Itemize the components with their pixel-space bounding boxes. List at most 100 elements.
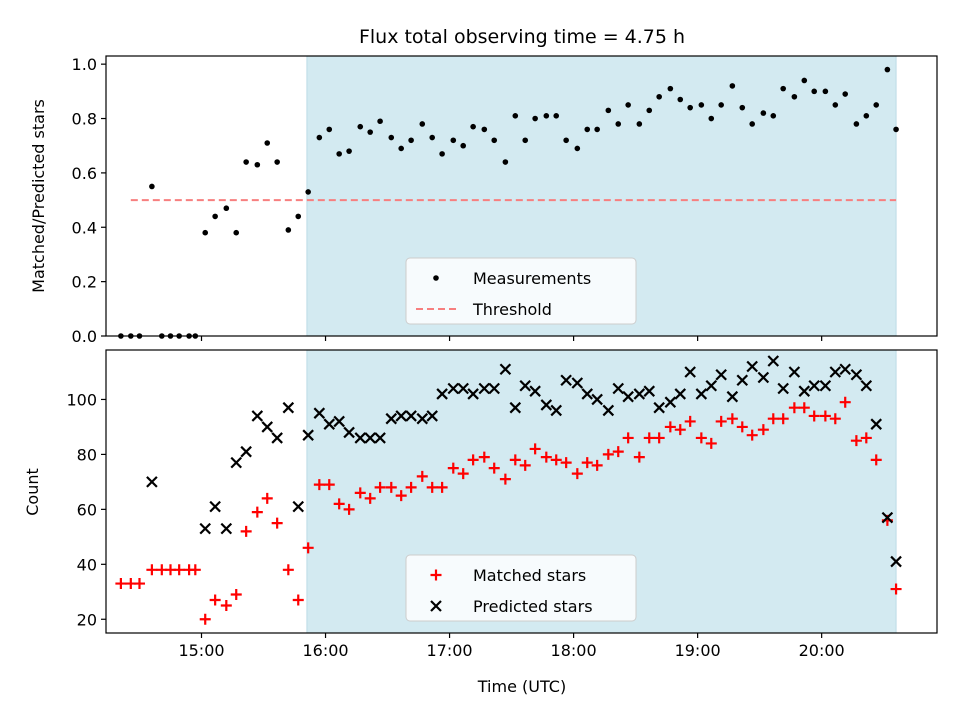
- bottom-matched-stars-point: [173, 564, 185, 576]
- bottom-predicted-stars-point: [633, 388, 646, 400]
- top-measurements-point: [532, 115, 538, 122]
- top-measurements-point: [522, 137, 529, 144]
- bottom-matched-stars-point: [199, 613, 211, 625]
- top-measurements-point: [687, 104, 693, 111]
- top-measurements-point: [842, 91, 849, 97]
- bottom-matched-stars-point: [560, 457, 572, 469]
- bottom-matched-stars-point: [447, 462, 459, 474]
- bottom-matched-stars-point: [488, 462, 500, 474]
- top-measurements-point: [512, 113, 519, 119]
- bottom-predicted-stars-point: [374, 432, 386, 444]
- bottom-predicted-stars-point: [860, 379, 873, 392]
- top-measurements-point: [791, 93, 798, 100]
- top-y-tick-label: 0.8: [72, 110, 97, 129]
- bottom-matched-stars-point: [664, 421, 676, 433]
- top-measurements-point: [295, 213, 302, 220]
- bottom-matched-stars-point: [777, 413, 789, 425]
- bottom-predicted-stars-point: [467, 388, 479, 400]
- bottom-matched-stars-point: [333, 498, 345, 510]
- bottom-predicted-stars-point: [746, 360, 758, 373]
- bottom-matched-stars-point: [302, 542, 314, 554]
- bottom-predicted-stars-point: [736, 374, 749, 387]
- top-measurements-point: [285, 227, 292, 233]
- top-measurements-point: [149, 183, 155, 190]
- top-measurements-point: [398, 145, 404, 152]
- top-measurements-point: [729, 83, 736, 89]
- bottom-matched-stars-point: [292, 594, 304, 606]
- bottom-predicted-stars-point: [436, 388, 448, 400]
- bottom-legend-matched-stars-marker: [430, 569, 442, 581]
- top-measurements-point: [202, 229, 209, 236]
- bottom-matched-stars-point: [282, 564, 294, 576]
- bottom-predicted-stars-point: [333, 415, 345, 428]
- bottom-matched-stars-point: [354, 487, 366, 499]
- bottom-predicted-stars-point: [395, 410, 407, 422]
- bottom-predicted-stars-point: [323, 418, 336, 430]
- bottom-matched-stars-point: [550, 454, 562, 466]
- bottom-matched-stars-point: [540, 451, 552, 463]
- bottom-predicted-stars-point: [302, 429, 314, 441]
- top-y-tick-label: 0.0: [72, 327, 97, 346]
- bottom-predicted-stars-point: [509, 401, 522, 414]
- bottom-predicted-stars-point: [426, 410, 438, 422]
- bottom-matched-stars-point: [653, 432, 665, 444]
- bottom-predicted-stars-point: [199, 522, 212, 535]
- top-measurements-point: [801, 77, 808, 84]
- bottom-predicted-stars-point: [684, 366, 696, 378]
- bottom-predicted-stars-point: [240, 445, 252, 458]
- top-measurements-point: [873, 102, 880, 108]
- bottom-predicted-stars-point: [529, 385, 541, 397]
- bottom-matched-stars-point: [808, 410, 820, 422]
- bottom-predicted-stars-point: [798, 385, 811, 397]
- bottom-matched-stars-point: [715, 415, 727, 427]
- bottom-matched-stars-point: [426, 481, 438, 493]
- bottom-matched-stars-point: [374, 481, 386, 493]
- bottom-matched-stars-point: [251, 506, 263, 518]
- bottom-matched-stars-point: [261, 492, 273, 504]
- bottom-matched-stars-point: [643, 432, 655, 444]
- bottom-matched-stars-point: [467, 454, 479, 466]
- bottom-predicted-stars-point: [695, 388, 708, 400]
- top-measurements-point: [625, 102, 631, 108]
- top-measurements-point: [749, 121, 755, 127]
- bottom-matched-stars-point: [798, 402, 810, 414]
- bottom-predicted-stars-point: [767, 355, 780, 367]
- bottom-matched-stars-point: [788, 402, 800, 414]
- bottom-predicted-stars-point: [819, 379, 832, 392]
- bottom-matched-stars-point: [209, 594, 221, 606]
- top-measurements-point: [884, 66, 891, 73]
- bottom-predicted-stars-point: [230, 456, 243, 469]
- bottom-predicted-stars-point: [715, 368, 727, 381]
- bottom-predicted-stars-point: [612, 382, 625, 395]
- bottom-predicted-stars-point: [674, 388, 687, 400]
- bottom-predicted-stars-point: [808, 379, 820, 392]
- bottom-matched-stars-point: [519, 459, 531, 471]
- bottom-y-tick-label: 80: [77, 445, 97, 464]
- bottom-predicted-stars-point: [499, 363, 512, 376]
- bottom-predicted-stars-point: [313, 407, 326, 419]
- bottom-matched-stars-point: [115, 578, 127, 590]
- bottom-matched-stars-point: [757, 424, 769, 436]
- bottom-predicted-stars-point: [591, 393, 603, 406]
- bottom-predicted-stars-point: [643, 385, 656, 397]
- top-measurements-point: [636, 121, 643, 127]
- top-measurements-point: [811, 88, 818, 95]
- top-y-tick-label: 0.2: [72, 273, 97, 292]
- top-legend-box: [405, 257, 637, 325]
- bottom-matched-stars-point: [726, 413, 738, 425]
- top-measurements-point: [419, 121, 426, 127]
- top-measurements-point: [233, 229, 240, 236]
- bottom-matched-stars-point: [529, 443, 541, 455]
- top-legend: Measurements Threshold: [405, 257, 637, 325]
- bottom-matched-stars-point: [870, 454, 882, 466]
- bottom-predicted-stars-point: [870, 418, 883, 430]
- bottom-matched-stars-point: [890, 583, 902, 595]
- bottom-matched-stars-point: [499, 473, 511, 485]
- top-measurements-point: [408, 137, 414, 144]
- bottom-x-tick-label: 19:00: [675, 641, 721, 660]
- bottom-predicted-stars-point: [261, 421, 274, 433]
- top-measurements-point: [605, 107, 612, 114]
- bottom-matched-stars-point: [364, 492, 376, 504]
- bottom-predicted-stars-point: [146, 476, 158, 488]
